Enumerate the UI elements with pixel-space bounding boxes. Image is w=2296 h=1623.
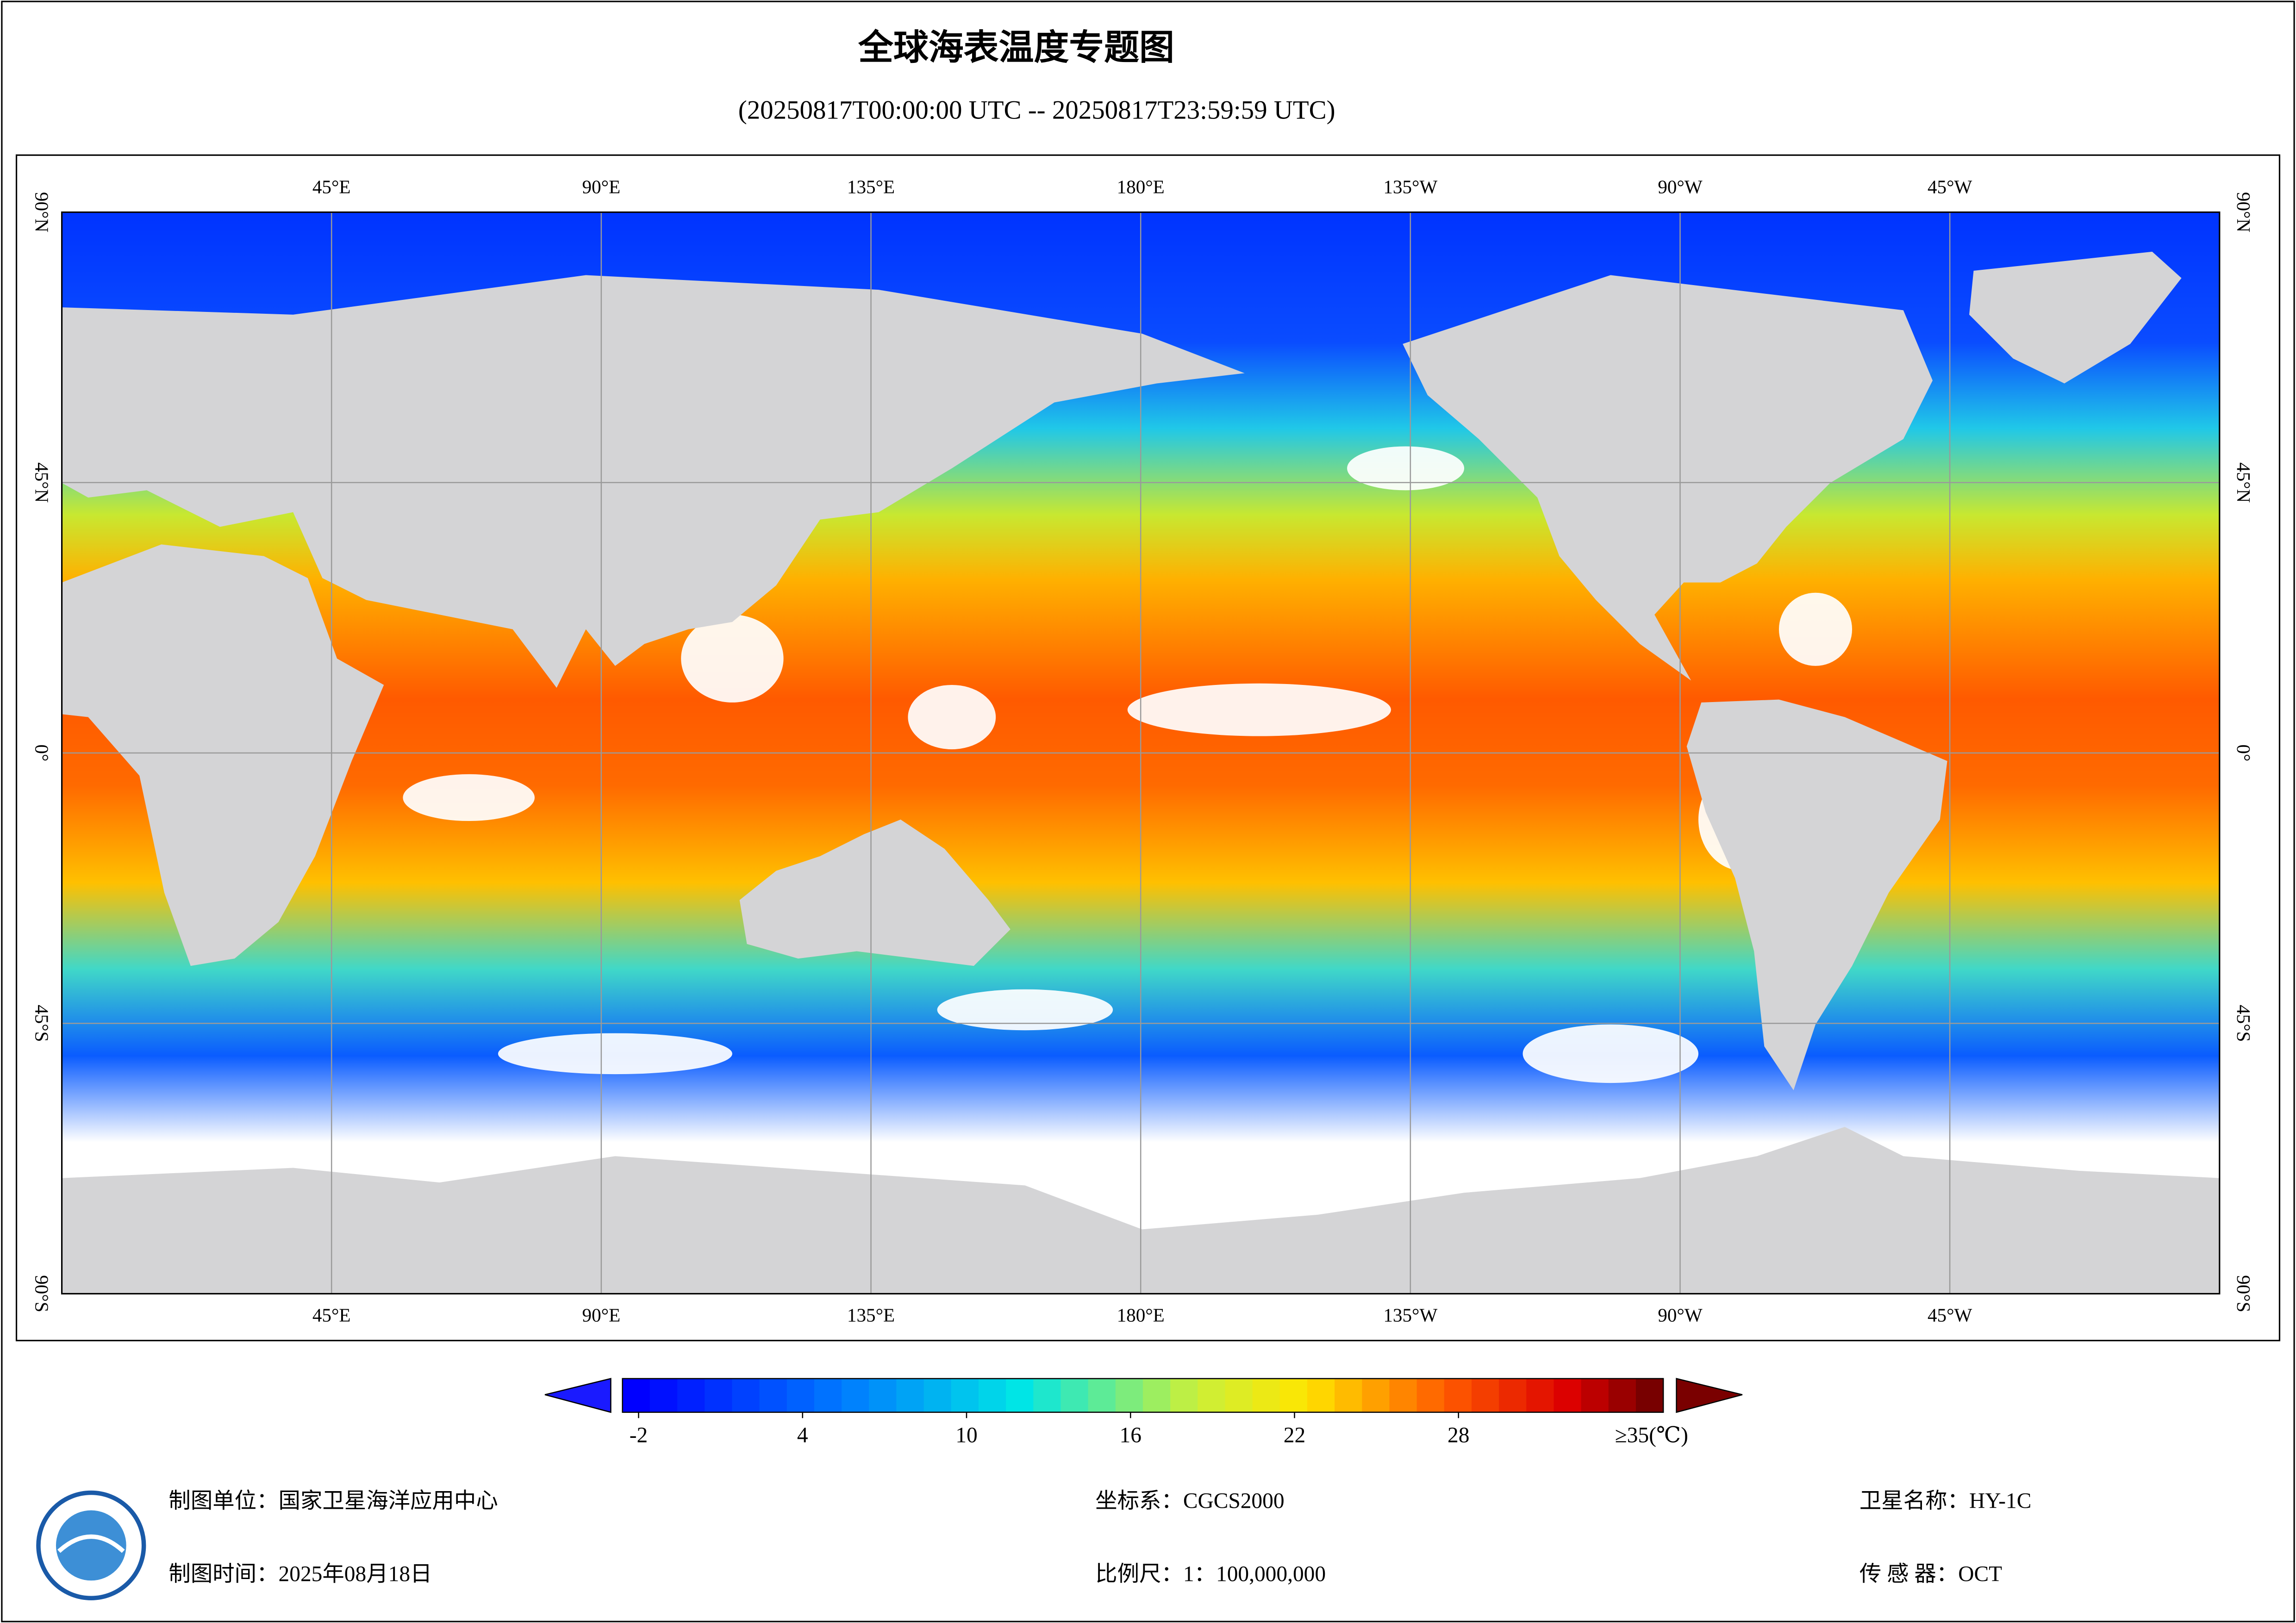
colorbar-cell <box>1335 1378 1363 1412</box>
colorbar-cell <box>896 1378 924 1412</box>
colorbar-tick-label: -2 <box>630 1423 648 1447</box>
colorbar-cell <box>1471 1378 1500 1412</box>
lon-label-bottom: 45°E <box>312 1305 351 1326</box>
colorbar-cell <box>923 1378 952 1412</box>
lon-label-bottom: 180°E <box>1117 1305 1165 1326</box>
lon-label-top: 45°E <box>312 176 351 197</box>
colorbar-cell <box>786 1378 815 1412</box>
colorbar-tick-label: 4 <box>797 1423 808 1447</box>
colorbar-cell <box>1061 1378 1089 1412</box>
lon-label-top: 180°E <box>1117 176 1165 197</box>
lon-label-bottom: 135°W <box>1383 1305 1437 1326</box>
footer-crs: 坐标系：CGCS2000 <box>1095 1489 1284 1513</box>
lon-label-top: 90°E <box>582 176 621 197</box>
colorbar-tick-label: 28 <box>1447 1423 1469 1447</box>
colorbar: -2 4 10 16 22 28 ≥35(℃) <box>544 1378 1743 1447</box>
lat-label-right: 45°N <box>2233 462 2254 503</box>
colorbar-cell <box>677 1378 705 1412</box>
lon-label-bottom: 90°W <box>1658 1305 1703 1326</box>
lon-label-bottom: 45°W <box>1928 1305 1972 1326</box>
colorbar-max-arrow <box>1676 1378 1743 1413</box>
lat-label-right: 45°S <box>2233 1005 2254 1042</box>
lat-label-right: 0° <box>2233 745 2254 762</box>
colorbar-cell <box>732 1378 760 1412</box>
colorbar-cell <box>1006 1378 1034 1412</box>
colorbar-cell <box>1635 1378 1664 1412</box>
colorbar-cell <box>1499 1378 1527 1412</box>
colorbar-cell <box>1444 1378 1472 1412</box>
lon-label-bottom: 135°E <box>847 1305 895 1326</box>
lat-label-left: 90°S <box>31 1275 53 1312</box>
lon-label-top: 90°W <box>1658 176 1703 197</box>
footer-date: 制图时间：2025年08月18日 <box>168 1562 432 1586</box>
colorbar-cell <box>951 1378 979 1412</box>
colorbar-cell <box>1115 1378 1143 1412</box>
title: 全球海表温度专题图 <box>858 27 1174 68</box>
colorbar-cell <box>759 1378 787 1412</box>
map-frame <box>15 154 2281 1342</box>
footer-satellite: 卫星名称：HY-1C <box>1859 1489 2031 1513</box>
lat-label-right: 90°N <box>2233 192 2254 232</box>
subtitle: (20250817T00:00:00 UTC -- 20250817T23:59… <box>738 96 1335 125</box>
colorbar-cell <box>1389 1378 1417 1412</box>
lat-label-left: 45°N <box>31 462 53 503</box>
footer-unit: 制图单位：国家卫星海洋应用中心 <box>168 1489 498 1513</box>
colorbar-cell <box>1225 1378 1253 1412</box>
colorbar-cell <box>1170 1378 1198 1412</box>
map <box>62 212 2220 1294</box>
colorbar-cell <box>814 1378 842 1412</box>
lon-label-top: 135°W <box>1383 176 1437 197</box>
colorbar-tick-label: 22 <box>1284 1423 1305 1447</box>
lon-label-bottom: 90°E <box>582 1305 621 1326</box>
colorbar-cell <box>1608 1378 1636 1412</box>
colorbar-cell <box>1581 1378 1609 1412</box>
colorbar-cell <box>1198 1378 1226 1412</box>
colorbar-border <box>622 1378 1664 1413</box>
colorbar-cell <box>622 1378 650 1412</box>
colorbar-tick-label: 10 <box>955 1423 977 1447</box>
lat-label-left: 45°S <box>31 1005 53 1042</box>
colorbar-cell <box>1416 1378 1445 1412</box>
colorbar-min-arrow <box>544 1378 611 1413</box>
colorbar-cell <box>1362 1378 1390 1412</box>
colorbar-cell <box>1526 1378 1554 1412</box>
lat-label-right: 90°S <box>2233 1275 2254 1312</box>
footer-scale: 比例尺：1：100,000,000 <box>1095 1562 1326 1586</box>
logo <box>36 1490 146 1600</box>
colorbar-cell <box>1033 1378 1061 1412</box>
colorbar-cell <box>978 1378 1007 1412</box>
map-border <box>61 211 2221 1295</box>
footer-sensor: 传 感 器：OCT <box>1859 1562 2002 1586</box>
lat-label-left: 90°N <box>31 192 53 232</box>
colorbar-tick-label: 16 <box>1120 1423 1142 1447</box>
colorbar-cell <box>1554 1378 1582 1412</box>
lon-label-top: 135°E <box>847 176 895 197</box>
lat-label-left: 0° <box>31 745 53 762</box>
graticule <box>62 212 2220 1294</box>
colorbar-cell <box>1252 1378 1280 1412</box>
colorbar-cell <box>869 1378 897 1412</box>
colorbar-cell <box>1307 1378 1335 1412</box>
colorbar-cell <box>842 1378 870 1412</box>
colorbar-cell <box>705 1378 733 1412</box>
colorbar-cell <box>1142 1378 1171 1412</box>
colorbar-cell <box>1088 1378 1116 1412</box>
colorbar-max-label: ≥35(℃) <box>1615 1423 1688 1447</box>
colorbar-cell <box>1279 1378 1308 1412</box>
lon-label-top: 45°W <box>1928 176 1972 197</box>
colorbar-cell <box>649 1378 678 1412</box>
